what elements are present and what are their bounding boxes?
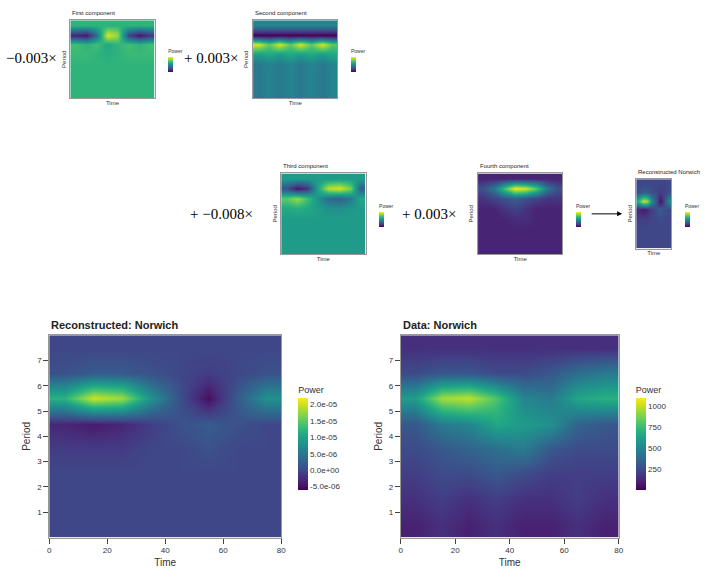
svg-text:Period: Period: [373, 422, 384, 451]
svg-text:Power: Power: [685, 203, 700, 209]
svg-text:500: 500: [648, 444, 662, 453]
svg-text:7: 7: [37, 356, 42, 365]
svg-text:Reconstructed: Norwich: Reconstructed: Norwich: [51, 319, 178, 331]
svg-text:1: 1: [389, 508, 394, 517]
svg-text:4: 4: [37, 432, 42, 441]
svg-text:20: 20: [451, 546, 460, 555]
svg-text:Power: Power: [576, 203, 591, 209]
svg-text:60: 60: [219, 546, 228, 555]
svg-text:Second component: Second component: [255, 10, 307, 16]
svg-text:1000: 1000: [648, 402, 666, 411]
svg-text:1.5e-05: 1.5e-05: [310, 417, 338, 426]
svg-text:Reconstructed Norwich: Reconstructed Norwich: [638, 169, 700, 175]
svg-text:Period: Period: [21, 422, 32, 451]
svg-text:60: 60: [560, 546, 569, 555]
svg-text:+ −0.008×: + −0.008×: [190, 206, 253, 222]
svg-text:2: 2: [389, 483, 394, 492]
svg-text:Period: Period: [272, 205, 278, 222]
svg-text:Power: Power: [298, 385, 324, 395]
svg-text:5: 5: [389, 407, 394, 416]
svg-text:Fourth component: Fourth component: [480, 163, 529, 169]
svg-text:Data: Norwich: Data: Norwich: [403, 319, 477, 331]
svg-text:5.0e-06: 5.0e-06: [310, 450, 338, 459]
svg-text:Time: Time: [647, 250, 661, 256]
svg-text:40: 40: [161, 546, 170, 555]
svg-text:6: 6: [389, 382, 394, 391]
svg-text:Period: Period: [468, 205, 474, 222]
svg-text:250: 250: [648, 465, 662, 474]
svg-text:Power: Power: [379, 203, 394, 209]
svg-text:1.0e-05: 1.0e-05: [310, 433, 338, 442]
svg-text:2: 2: [37, 483, 42, 492]
svg-text:0: 0: [47, 546, 52, 555]
svg-text:Power: Power: [168, 48, 183, 54]
svg-text:Third component: Third component: [283, 163, 328, 169]
svg-text:20: 20: [103, 546, 112, 555]
svg-text:Period: Period: [243, 51, 249, 68]
svg-text:750: 750: [648, 423, 662, 432]
svg-text:0: 0: [398, 546, 403, 555]
svg-text:4: 4: [389, 432, 394, 441]
svg-text:-5.0e-06: -5.0e-06: [310, 482, 340, 491]
svg-text:Time: Time: [154, 557, 176, 568]
svg-text:Power: Power: [351, 48, 366, 54]
svg-text:40: 40: [505, 546, 514, 555]
svg-text:80: 80: [277, 546, 286, 555]
svg-text:+ 0.003×: + 0.003×: [184, 50, 238, 66]
svg-text:First component: First component: [72, 10, 115, 16]
svg-text:2.0e-05: 2.0e-05: [310, 400, 338, 409]
svg-text:7: 7: [389, 356, 394, 365]
svg-text:1: 1: [37, 508, 42, 517]
svg-text:−0.003×: −0.003×: [6, 50, 57, 66]
svg-text:Time: Time: [499, 557, 521, 568]
svg-text:Time: Time: [514, 256, 528, 262]
svg-text:Time: Time: [317, 256, 331, 262]
svg-text:3: 3: [389, 457, 394, 466]
svg-text:0.0e+00: 0.0e+00: [310, 466, 340, 475]
svg-text:6: 6: [37, 382, 42, 391]
svg-text:+ 0.003×: + 0.003×: [402, 206, 456, 222]
svg-text:Time: Time: [289, 100, 303, 106]
svg-text:Time: Time: [106, 100, 120, 106]
svg-text:Period: Period: [627, 205, 633, 222]
svg-text:80: 80: [614, 546, 623, 555]
svg-text:Period: Period: [61, 51, 67, 68]
svg-text:Power: Power: [636, 385, 662, 395]
svg-text:3: 3: [37, 457, 42, 466]
svg-text:5: 5: [37, 407, 42, 416]
